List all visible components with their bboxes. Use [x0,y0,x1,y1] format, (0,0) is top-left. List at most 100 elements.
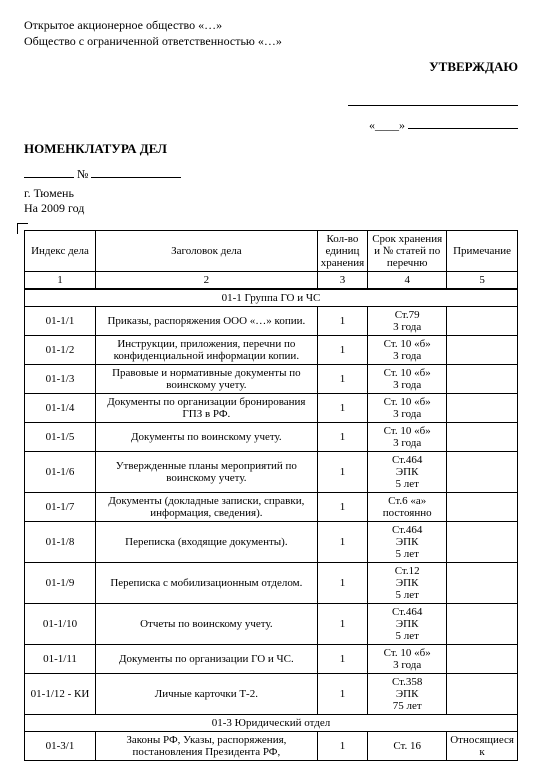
cell-index: 01-1/11 [25,645,96,674]
blank-after-number [91,165,181,178]
col-qty: Кол-во единиц хранения [317,231,367,272]
document-title: НОМЕНКЛАТУРА ДЕЛ [24,141,518,157]
cell-index: 01-1/6 [25,452,96,493]
cell-index: 01-1/5 [25,423,96,452]
section-label: 01-3 Юридический отдел [25,715,518,732]
cell-storage: Ст.464ЭПК5 лет [368,604,447,645]
table-row: 01-1/3Правовые и нормативные документы п… [25,365,518,394]
date-prefix: «____» [369,118,405,132]
org-line-1: Открытое акционерное общество «…» [24,18,518,34]
coln-3: 3 [317,272,367,289]
cell-title: Документы (докладные записки, справки, и… [96,493,318,522]
col-storage: Срок хранения и № статей по перечню [368,231,447,272]
cell-title: Законы РФ, Указы, распоряжения, постанов… [96,732,318,761]
coln-5: 5 [447,272,518,289]
cell-storage: Ст. 16 [368,732,447,761]
cell-qty: 1 [317,365,367,394]
cell-qty: 1 [317,563,367,604]
cell-title: Документы по воинскому учету. [96,423,318,452]
table-row: 01-1/5Документы по воинскому учету.1Ст. … [25,423,518,452]
cell-qty: 1 [317,604,367,645]
table-row: 01-1/1Приказы, распоряжения ООО «…» копи… [25,307,518,336]
table-row: 01-1/11Документы по организации ГО и ЧС.… [25,645,518,674]
cell-note [447,645,518,674]
header-row: Индекс дела Заголовок дела Кол-во единиц… [25,231,518,272]
cell-note [447,365,518,394]
cell-qty: 1 [317,394,367,423]
table-row: 01-1/9Переписка с мобилизационным отдело… [25,563,518,604]
cell-note [447,563,518,604]
cell-note: Относящиеся к [447,732,518,761]
cell-storage: Ст.793 года [368,307,447,336]
cell-storage: Ст. 10 «б»3 года [368,365,447,394]
cell-storage: Ст.6 «а»постоянно [368,493,447,522]
cell-note [447,307,518,336]
section-row: 01-3 Юридический отдел [25,715,518,732]
col-note: Примечание [447,231,518,272]
year: На 2009 год [24,201,518,216]
cell-storage: Ст.464ЭПК5 лет [368,522,447,563]
cell-note [447,604,518,645]
cell-storage: Ст.358ЭПК75 лет [368,674,447,715]
cell-qty: 1 [317,674,367,715]
cell-note [447,336,518,365]
coln-2: 2 [96,272,318,289]
cell-storage: Ст. 10 «б»3 года [368,423,447,452]
cell-qty: 1 [317,336,367,365]
cell-note [447,394,518,423]
cell-title: Личные карточки Т-2. [96,674,318,715]
table-row: 01-3/1Законы РФ, Указы, распоряжения, по… [25,732,518,761]
table-row: 01-1/7Документы (докладные записки, спра… [25,493,518,522]
cell-qty: 1 [317,493,367,522]
section-row: 01-1 Группа ГО и ЧС [25,290,518,307]
col-index: Индекс дела [25,231,96,272]
cell-index: 01-1/4 [25,394,96,423]
table-row: 01-1/4Документы по организации бронирова… [25,394,518,423]
cell-storage: Ст. 10 «б»3 года [368,336,447,365]
table-row: 01-1/6Утвержденные планы мероприятий по … [25,452,518,493]
cell-index: 01-1/3 [25,365,96,394]
col-title: Заголовок дела [96,231,318,272]
cell-qty: 1 [317,522,367,563]
cell-index: 01-3/1 [25,732,96,761]
cell-note [447,522,518,563]
cell-qty: 1 [317,452,367,493]
cell-title: Правовые и нормативные документы по воин… [96,365,318,394]
number-row: 1 2 3 4 5 [25,272,518,289]
cell-index: 01-1/12 - КИ [25,674,96,715]
signature-line-1 [348,93,518,106]
cell-title: Переписка с мобилизационным отделом. [96,563,318,604]
cell-index: 01-1/1 [25,307,96,336]
cell-title: Переписка (входящие документы). [96,522,318,563]
cell-qty: 1 [317,307,367,336]
blank-before-number [24,165,74,178]
cell-qty: 1 [317,732,367,761]
table-row: 01-1/12 - КИЛичные карточки Т-2.1Ст.358Э… [25,674,518,715]
cell-index: 01-1/2 [25,336,96,365]
org-header: Открытое акционерное общество «…» Общест… [24,18,518,49]
cell-index: 01-1/7 [25,493,96,522]
cell-storage: Ст.12ЭПК5 лет [368,563,447,604]
nomenclature-table: Индекс дела Заголовок дела Кол-во единиц… [24,230,518,761]
cell-storage: Ст. 10 «б»3 года [368,394,447,423]
cell-title: Документы по организации ГО и ЧС. [96,645,318,674]
cell-note [447,493,518,522]
cell-note [447,423,518,452]
cell-note [447,452,518,493]
cell-index: 01-1/10 [25,604,96,645]
approval-title: УТВЕРЖДАЮ [24,59,518,75]
cell-qty: 1 [317,423,367,452]
cell-storage: Ст.464ЭПК5 лет [368,452,447,493]
approval-block: УТВЕРЖДАЮ «____» [24,59,518,133]
signature-line-2 [408,116,518,129]
table-row: 01-1/2Инструкции, приложения, перечни по… [25,336,518,365]
cell-title: Приказы, распоряжения ООО «…» копии. [96,307,318,336]
section-label: 01-1 Группа ГО и ЧС [25,290,518,307]
number-row: № [24,165,518,182]
org-line-2: Общество с ограниченной ответственностью… [24,34,518,50]
cell-title: Утвержденные планы мероприятий по воинск… [96,452,318,493]
coln-4: 4 [368,272,447,289]
cell-qty: 1 [317,645,367,674]
cell-title: Документы по организации бронирования ГП… [96,394,318,423]
coln-1: 1 [25,272,96,289]
